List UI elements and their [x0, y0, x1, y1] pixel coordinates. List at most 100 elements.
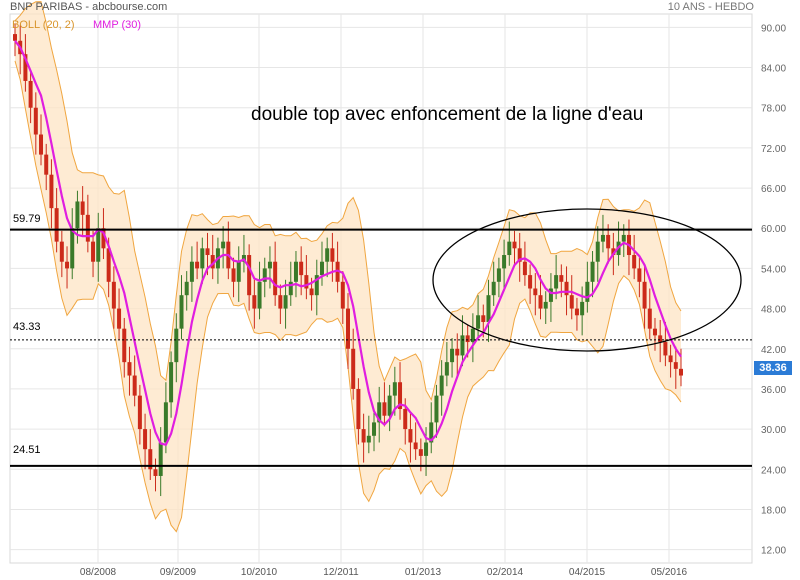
candle-body: [163, 402, 168, 443]
level-label-resistance: 59.79: [13, 213, 41, 225]
candle-body: [538, 295, 543, 309]
candle-body: [39, 134, 44, 155]
candle-body: [293, 261, 298, 282]
level-label-support: 24.51: [13, 444, 41, 456]
candle-body: [267, 261, 272, 269]
candle-body: [346, 308, 350, 349]
candle-body: [372, 422, 377, 436]
candle-body: [382, 402, 387, 416]
x-tick-label: 04/2015: [569, 567, 606, 578]
candle-body: [600, 234, 605, 242]
candle-body: [460, 335, 465, 356]
moving-average: [14, 40, 682, 446]
candle-body: [309, 288, 314, 296]
candle-body: [49, 174, 54, 209]
candle-body: [340, 281, 345, 309]
last-price-badge: 38.36: [754, 361, 792, 375]
candle-body: [54, 208, 59, 242]
candle-body: [491, 281, 496, 296]
candle-body: [470, 328, 475, 343]
candle-body: [517, 248, 522, 262]
candle-body: [195, 261, 200, 269]
candle-body: [611, 248, 616, 256]
candle-body: [33, 107, 38, 135]
candle-body: [304, 275, 309, 289]
candle-body: [44, 154, 49, 175]
candle-body: [673, 362, 678, 369]
candle-body: [476, 315, 481, 329]
candle-body: [465, 335, 470, 343]
candle-body: [257, 281, 262, 309]
candle-body: [299, 261, 304, 276]
legend-mmp: MMP (30): [93, 19, 142, 31]
candle-body: [174, 328, 179, 363]
y-tick-label: 30.00: [761, 425, 786, 436]
candle-body: [236, 261, 241, 282]
candle-body: [189, 261, 194, 282]
double-top-ellipse: [432, 208, 742, 352]
candle-body: [679, 368, 683, 376]
band-fill: [15, 1, 681, 532]
candle-body: [668, 355, 673, 363]
candle-body: [398, 382, 403, 410]
x-tick-label: 01/2013: [405, 567, 442, 578]
period-label: 10 ANS - HEBDO: [667, 1, 754, 13]
candle-body: [252, 295, 257, 309]
candle-body: [70, 228, 75, 269]
x-tick-label: 09/2009: [160, 567, 197, 578]
candle-body: [580, 301, 585, 316]
candle-body: [502, 255, 507, 269]
candle-body: [351, 348, 356, 389]
candle-body: [377, 402, 382, 423]
y-tick-label: 54.00: [761, 264, 786, 275]
candle-body: [143, 429, 148, 450]
candle-body: [637, 268, 642, 282]
candle-body: [80, 201, 85, 215]
candle-body: [486, 295, 491, 322]
x-tick-label: 08/2008: [80, 567, 117, 578]
candle-body: [85, 214, 90, 242]
candle-body: [148, 449, 153, 470]
candle-body: [574, 308, 579, 316]
y-tick-label: 18.00: [761, 505, 786, 516]
candle-body: [663, 342, 668, 356]
candle-body: [247, 255, 252, 296]
candle-body: [127, 362, 132, 376]
candle-body: [528, 275, 533, 289]
candle-body: [283, 295, 288, 309]
y-tick-label: 36.00: [761, 385, 786, 396]
candle-body: [221, 241, 226, 249]
candle-body: [548, 288, 553, 302]
candle-body: [387, 395, 392, 416]
candle-body: [210, 255, 215, 269]
legend-boll: BOLL (20, 2): [12, 19, 75, 31]
y-tick-label: 72.00: [761, 144, 786, 155]
candle-body: [153, 469, 158, 476]
candle-body: [13, 34, 17, 41]
candle-body: [262, 268, 267, 282]
annotation-overlay: [432, 208, 742, 352]
candle-body: [533, 288, 538, 296]
y-tick-label: 48.00: [761, 305, 786, 316]
candle-body: [429, 422, 434, 443]
y-tick-label: 84.00: [761, 64, 786, 75]
x-tick-label: 02/2014: [487, 567, 524, 578]
candle-body: [507, 241, 512, 256]
candle-body: [512, 241, 517, 249]
candle-body: [231, 268, 236, 282]
candle-body: [606, 234, 611, 249]
candle-body: [273, 261, 278, 296]
candle-body: [184, 281, 189, 296]
candle-body: [496, 268, 501, 282]
candle-body: [179, 295, 184, 329]
band-upper: [14, 1, 682, 402]
y-tick-label: 66.00: [761, 184, 786, 195]
y-tick-label: 12.00: [761, 546, 786, 557]
y-tick-label: 24.00: [761, 465, 786, 476]
x-tick-label: 10/2010: [241, 567, 278, 578]
candle-body: [652, 328, 657, 336]
candle-body: [96, 228, 101, 262]
horizontal-levels: [10, 228, 752, 467]
candle-body: [424, 442, 429, 456]
